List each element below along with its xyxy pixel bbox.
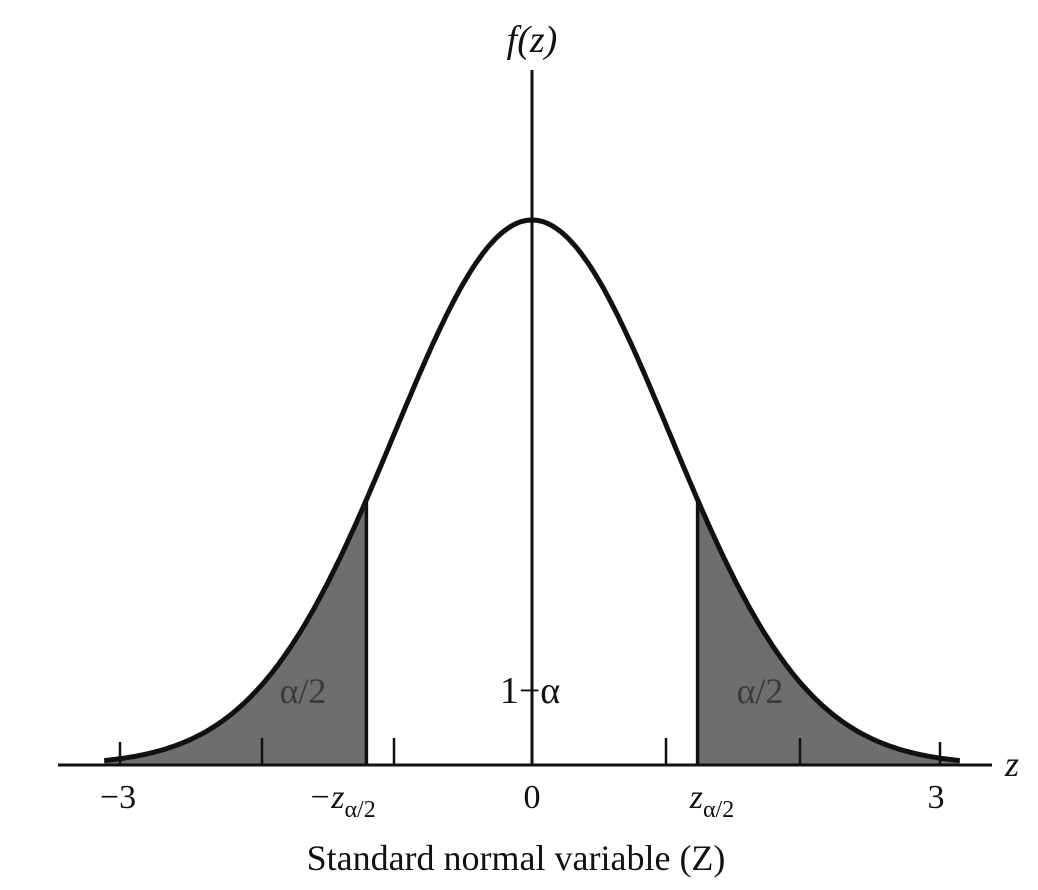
- tick-marks: [118, 738, 942, 765]
- left-tail-label: α/2: [280, 671, 327, 711]
- pos-z-subscript: α/2: [703, 797, 734, 823]
- neg-z-symbol: −z: [308, 779, 344, 816]
- tick-label-pos-z-alpha-half: zα/2: [689, 779, 734, 823]
- tick-label-pos-three: 3: [928, 779, 945, 816]
- tick-label-neg-three: −3: [100, 779, 136, 816]
- x-axis-label: z: [1004, 744, 1019, 784]
- right-tail-label: α/2: [737, 671, 784, 711]
- left-tail-region: [104, 499, 367, 765]
- tick-label-zero: 0: [524, 779, 541, 816]
- y-axis-label: f(z): [507, 19, 558, 61]
- right-tail-region: [697, 499, 960, 765]
- neg-z-subscript: α/2: [344, 797, 375, 823]
- bell-curve: [104, 217, 960, 763]
- center-region-label: 1−α: [500, 670, 560, 712]
- figure-caption: Standard normal variable (Z): [307, 838, 726, 878]
- tick-label-neg-z-alpha-half: −zα/2: [308, 779, 375, 823]
- pos-z-symbol: z: [689, 779, 703, 816]
